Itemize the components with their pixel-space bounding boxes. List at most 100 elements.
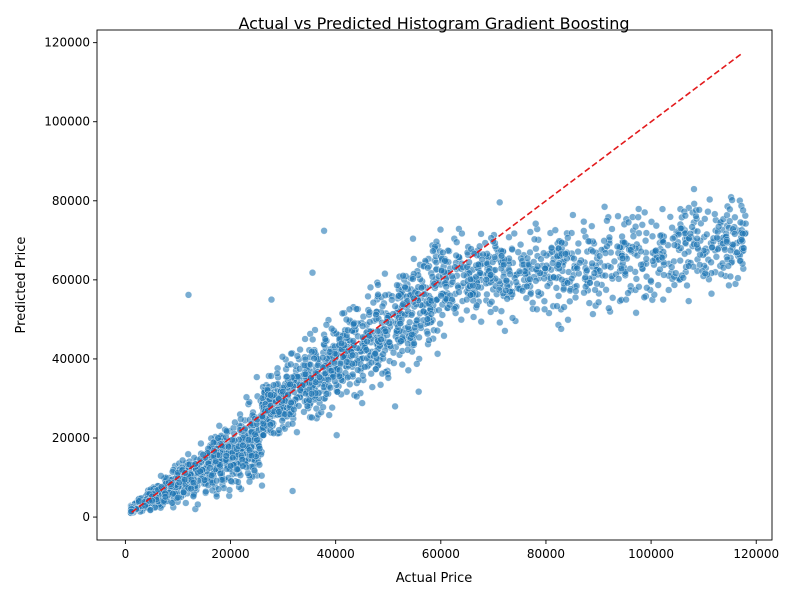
data-point (707, 290, 716, 298)
data-point (510, 229, 518, 238)
data-point (534, 288, 542, 296)
data-point (457, 316, 465, 324)
data-point (226, 462, 235, 470)
data-point (337, 339, 346, 348)
data-point (626, 265, 634, 273)
data-point (352, 305, 361, 313)
data-point (216, 469, 225, 478)
data-point (515, 267, 524, 276)
data-point (180, 488, 188, 496)
data-point (717, 270, 725, 278)
data-point (549, 273, 558, 281)
data-point (695, 206, 703, 214)
data-point (255, 461, 264, 469)
data-point (648, 232, 657, 240)
y-tick-label: 60000 (52, 273, 90, 287)
data-point (530, 235, 539, 243)
data-point (693, 241, 701, 249)
data-point (488, 298, 496, 306)
data-point (404, 346, 412, 354)
data-point (643, 284, 651, 292)
data-point (374, 290, 382, 299)
data-point (703, 230, 711, 239)
data-point (649, 257, 657, 265)
data-point (410, 339, 418, 348)
data-point (315, 373, 324, 381)
data-point (554, 292, 563, 300)
data-point (350, 320, 358, 328)
data-point (512, 278, 520, 286)
data-point (349, 337, 357, 345)
data-point (336, 359, 345, 368)
data-point (346, 380, 354, 388)
data-point (508, 245, 516, 254)
data-point (469, 281, 477, 290)
data-point (300, 408, 308, 416)
data-point (541, 264, 549, 272)
data-point (358, 399, 366, 407)
data-point (385, 338, 393, 346)
data-point (603, 217, 611, 225)
data-point (564, 316, 572, 324)
data-point (335, 372, 343, 380)
data-point (359, 372, 367, 380)
data-point (367, 358, 376, 367)
data-point (184, 450, 192, 458)
data-point (589, 247, 597, 255)
data-point (367, 370, 375, 378)
data-point (595, 252, 604, 260)
x-tick-label: 80000 (527, 547, 565, 561)
x-tick-label: 60000 (422, 547, 460, 561)
data-point (668, 263, 676, 271)
data-point (617, 264, 626, 273)
data-point (583, 266, 591, 274)
data-point (733, 248, 741, 257)
data-point (242, 393, 251, 401)
x-tick-label: 100000 (628, 547, 674, 561)
data-point (448, 272, 456, 280)
data-point (301, 355, 310, 364)
data-point (650, 291, 658, 299)
data-point (659, 238, 667, 246)
data-point (258, 412, 266, 420)
data-point (368, 383, 376, 391)
data-point (413, 360, 421, 368)
data-point (427, 310, 435, 318)
data-point (189, 492, 198, 500)
data-point (656, 265, 664, 274)
data-point (258, 481, 266, 490)
data-point (275, 408, 283, 416)
data-point (288, 487, 297, 495)
plot-area (127, 51, 750, 517)
data-point (378, 302, 387, 310)
data-point (381, 327, 390, 335)
data-point (572, 287, 580, 295)
data-point (607, 263, 615, 271)
data-point (321, 335, 329, 343)
data-point (676, 256, 684, 265)
data-point (229, 454, 237, 462)
data-point (408, 330, 416, 339)
data-point (269, 381, 278, 389)
data-point (564, 234, 572, 242)
data-point (425, 336, 433, 344)
data-point (563, 279, 572, 287)
data-point (354, 376, 363, 385)
data-point (391, 402, 399, 411)
data-point (681, 250, 689, 258)
data-point (127, 507, 135, 516)
data-point (267, 295, 276, 304)
data-point (437, 292, 445, 300)
data-point (642, 229, 651, 237)
data-point (708, 243, 716, 251)
data-point (442, 283, 450, 291)
data-point (267, 372, 275, 380)
data-point (184, 291, 193, 299)
data-point (207, 471, 216, 480)
data-point (501, 327, 509, 335)
data-point (239, 441, 247, 450)
data-point (404, 366, 412, 374)
data-point (419, 307, 428, 315)
data-point (342, 315, 351, 324)
data-point (669, 234, 677, 243)
